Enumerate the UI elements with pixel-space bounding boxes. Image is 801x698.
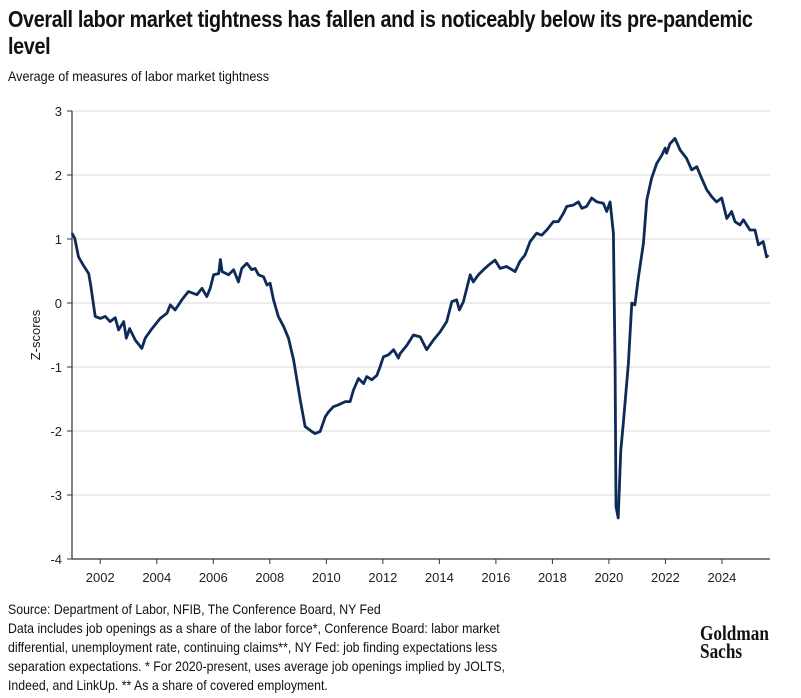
x-tick-label: 2016: [481, 570, 510, 585]
goldman-sachs-logo: Goldman Sachs: [700, 621, 769, 663]
y-tick-label: -4: [50, 552, 62, 567]
x-tick-label: 2012: [368, 570, 397, 585]
y-tick-label: -1: [50, 360, 62, 375]
y-tick-label: -3: [50, 488, 62, 503]
source-note: Source: Department of Labor, NFIB, The C…: [8, 601, 381, 617]
footnote-line: differential, unemployment rate, continu…: [8, 639, 498, 655]
footnote-line: Indeed, and LinkUp. ** As a share of cov…: [8, 677, 328, 693]
y-tick-label: 2: [55, 168, 62, 183]
y-tick-label: 3: [55, 104, 62, 119]
x-tick-label: 2008: [255, 570, 284, 585]
footnote-line: separation expectations. * For 2020-pres…: [8, 658, 505, 674]
x-tick-label: 2020: [594, 570, 623, 585]
gridlines: [72, 110, 770, 496]
chart-title: Overall labor market tightness has falle…: [8, 6, 753, 59]
x-tick-label: 2002: [86, 570, 115, 585]
y-tick-label: 1: [55, 232, 62, 247]
line-chart: 3 2 1 0 -1 -2 -3 -4 2002 2004 2006 2008 2010 2012 2014…: [28, 104, 770, 585]
x-tick-label: 2010: [312, 570, 341, 585]
x-tick-label: 2022: [651, 570, 680, 585]
x-tick-label: 2014: [425, 570, 454, 585]
footnote-line: Data includes job openings as a share of…: [8, 620, 500, 636]
y-tick-label: 0: [55, 296, 62, 311]
chart-subtitle: Average of measures of labor market tigh…: [8, 68, 270, 84]
series-line: [70, 137, 770, 520]
y-tick-label: -2: [50, 424, 62, 439]
footnotes: Source: Department of Labor, NFIB, The C…: [8, 600, 589, 695]
x-tick-label: 2006: [199, 570, 228, 585]
x-tick-label: 2024: [707, 570, 736, 585]
y-axis-label: Z-scores: [28, 309, 43, 360]
x-tick-label: 2018: [538, 570, 567, 585]
x-tick-label: 2004: [142, 570, 171, 585]
axes: 3 2 1 0 -1 -2 -3 -4 2002 2004 2006 2008 2010 2012 2014…: [50, 104, 770, 585]
